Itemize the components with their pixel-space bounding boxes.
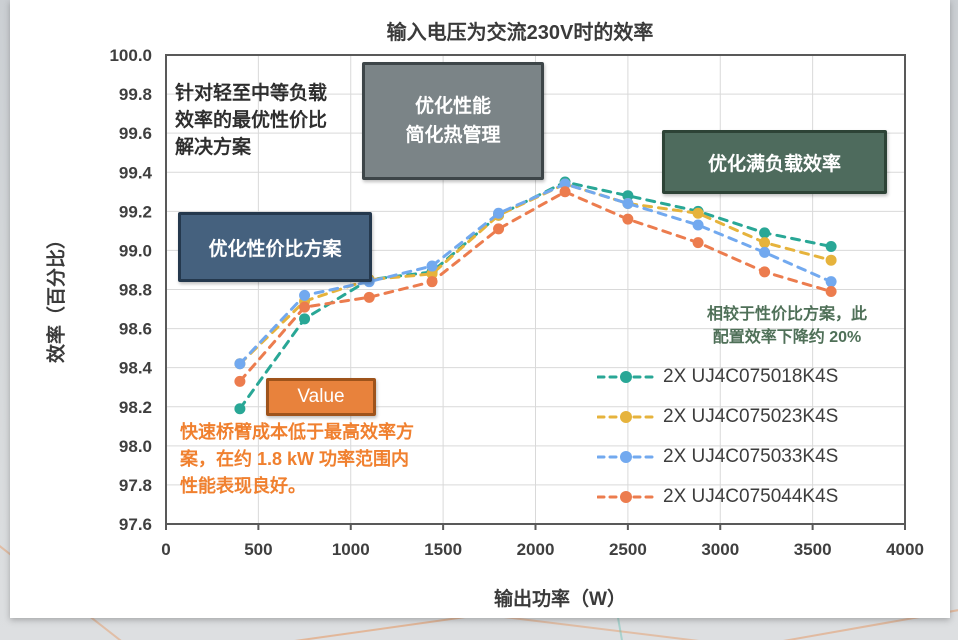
data-point xyxy=(622,213,634,225)
annotation-tradeoff-note: 相较于性价比方案，此 配置效率下降约 20% xyxy=(706,306,867,346)
legend-label: 2X UJ4C075018K4S xyxy=(663,366,839,387)
y-tick-label: 97.6 xyxy=(119,515,152,534)
y-tick-label: 98.4 xyxy=(119,359,153,378)
legend-item: 2X UJ4C075033K4S xyxy=(597,437,838,477)
y-tick-label: 99.6 xyxy=(119,124,152,143)
y-tick-label: 99.2 xyxy=(119,202,152,221)
data-point xyxy=(426,276,438,288)
y-tick-label: 98.2 xyxy=(119,398,152,417)
legend-item: 2X UJ4C075023K4S xyxy=(597,397,838,437)
y-tick-label: 97.8 xyxy=(119,476,152,495)
annotation-fast-leg-note: 快速桥臂成本低于最高效率方 案，在约 1.8 kW 功率范围内 性能表现良好。 xyxy=(180,422,414,496)
y-tick-label: 98.6 xyxy=(119,320,152,339)
data-point xyxy=(759,237,771,249)
series-line xyxy=(238,190,833,383)
data-point xyxy=(363,291,375,303)
data-point xyxy=(759,266,771,278)
x-tick-label: 3500 xyxy=(794,540,832,559)
chart-title: 输入电压为交流230V时的效率 xyxy=(386,22,654,44)
legend-swatch xyxy=(597,371,655,383)
data-point xyxy=(825,276,837,288)
annotation-best-value-note: 针对轻至中等负载 效率的最优性价比 解决方案 xyxy=(175,83,328,158)
data-point xyxy=(622,198,634,210)
data-point xyxy=(825,254,837,266)
x-tick-label: 0 xyxy=(161,540,170,559)
callout-optimized-performance: 优化性能 简化热管理 xyxy=(362,62,544,180)
y-tick-label: 98.8 xyxy=(119,281,152,300)
data-point xyxy=(234,358,246,370)
callout-value-tag: Value xyxy=(266,378,376,416)
callout-value-solution: 优化性价比方案 xyxy=(178,212,372,282)
data-point xyxy=(759,227,771,239)
data-point xyxy=(493,223,505,235)
data-point xyxy=(759,246,771,258)
legend-item: 2X UJ4C075044K4S xyxy=(597,477,838,517)
data-point xyxy=(622,190,634,202)
y-tick-label: 99.4 xyxy=(119,163,153,182)
chart-legend: 2X UJ4C075018K4S 2X UJ4C075023K4S 2X UJ4C0… xyxy=(597,357,838,517)
y-tick-label: 98.0 xyxy=(119,437,152,456)
data-point xyxy=(234,403,246,415)
x-tick-label: 2500 xyxy=(609,540,647,559)
x-tick-label: 500 xyxy=(244,540,272,559)
data-point xyxy=(825,241,837,253)
data-point xyxy=(692,237,704,249)
legend-item: 2X UJ4C075018K4S xyxy=(597,357,838,397)
legend-label: 2X UJ4C075023K4S xyxy=(663,406,839,427)
callout-full-load-efficiency: 优化满负载效率 xyxy=(662,130,887,194)
legend-swatch xyxy=(597,491,655,503)
data-point xyxy=(559,178,571,190)
data-point xyxy=(299,289,311,301)
x-tick-label: 3000 xyxy=(701,540,739,559)
y-tick-label: 100.0 xyxy=(109,46,152,65)
y-tick-label: 99.0 xyxy=(119,241,152,260)
x-axis-label: 输出功率（W） xyxy=(494,589,626,610)
y-axis-label: 效率（百分比） xyxy=(46,230,68,364)
legend-label: 2X UJ4C075033K4S xyxy=(663,446,839,467)
legend-swatch xyxy=(597,451,655,463)
x-tick-label: 1000 xyxy=(332,540,370,559)
data-point xyxy=(426,260,438,272)
legend-swatch xyxy=(597,411,655,423)
x-tick-label: 4000 xyxy=(886,540,924,559)
series-line xyxy=(238,182,833,366)
data-point xyxy=(692,219,704,231)
data-point xyxy=(234,375,246,387)
x-tick-label: 1500 xyxy=(424,540,462,559)
data-point xyxy=(559,186,571,198)
data-point xyxy=(299,301,311,313)
data-point xyxy=(299,313,311,325)
x-tick-label: 2000 xyxy=(517,540,555,559)
data-point xyxy=(825,285,837,297)
y-tick-label: 99.8 xyxy=(119,85,152,104)
data-point xyxy=(493,207,505,219)
legend-label: 2X UJ4C075044K4S xyxy=(663,486,839,507)
data-point xyxy=(426,268,438,280)
data-point xyxy=(692,207,704,219)
